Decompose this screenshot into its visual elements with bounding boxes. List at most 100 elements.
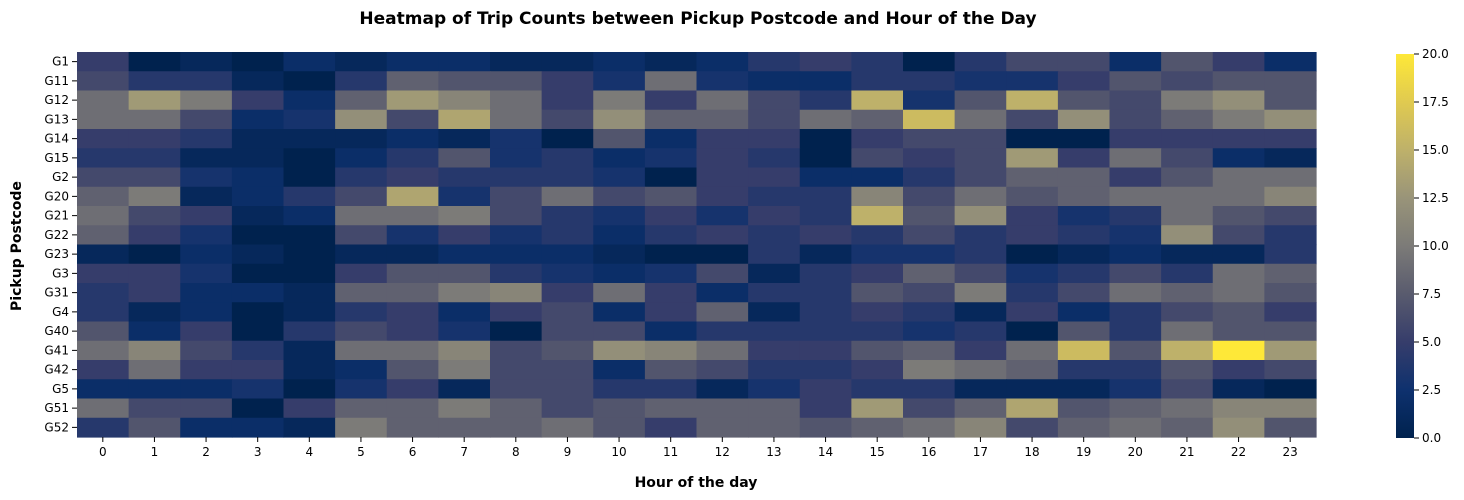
heatmap-cell xyxy=(128,244,181,265)
heatmap-cell xyxy=(1264,360,1317,380)
y-tick-label: G20 xyxy=(44,189,69,203)
heatmap-cell xyxy=(1264,52,1317,72)
heatmap-cell xyxy=(128,129,181,149)
heatmap-cell xyxy=(1057,52,1111,72)
heatmap-cell xyxy=(1006,417,1059,438)
colorbar-tick-label: 10.0 xyxy=(1422,239,1449,253)
heatmap-cell xyxy=(799,360,852,380)
heatmap-cell xyxy=(386,109,439,130)
heatmap-cell xyxy=(386,225,439,246)
heatmap-cell xyxy=(903,283,956,303)
y-tick-label: G15 xyxy=(44,151,69,165)
x-tick-label: 17 xyxy=(973,445,988,459)
heatmap-cell xyxy=(954,206,1007,226)
heatmap-cell xyxy=(231,417,285,438)
heatmap-cell xyxy=(851,90,904,111)
heatmap-cell xyxy=(490,167,543,188)
heatmap-cell xyxy=(77,206,130,226)
y-tick-label: G41 xyxy=(44,343,69,357)
heatmap-cell xyxy=(954,379,1007,400)
heatmap-cell xyxy=(490,109,543,130)
heatmap-cell xyxy=(1264,129,1317,149)
heatmap-cell xyxy=(438,167,491,188)
heatmap-cell xyxy=(283,283,336,303)
heatmap-cell xyxy=(1057,206,1111,226)
heatmap-cell xyxy=(335,52,388,72)
heatmap-cell xyxy=(541,148,594,169)
heatmap-cell xyxy=(490,263,543,284)
heatmap-cell xyxy=(541,167,594,188)
x-tick-label: 6 xyxy=(409,445,417,459)
heatmap-cell xyxy=(1006,360,1059,380)
heatmap-cell xyxy=(77,186,130,207)
heatmap-cell xyxy=(180,398,233,419)
heatmap-cell xyxy=(1006,283,1059,303)
heatmap-cell xyxy=(438,109,491,130)
heatmap-cell xyxy=(1212,417,1265,438)
heatmap-cell xyxy=(1109,263,1162,284)
heatmap-cell xyxy=(954,340,1007,361)
y-axis-label: Pickup Postcode xyxy=(9,181,25,311)
heatmap-cell xyxy=(128,302,181,323)
heatmap-cell xyxy=(1057,263,1111,284)
heatmap-cell xyxy=(1264,417,1317,438)
heatmap-cell xyxy=(180,340,233,361)
heatmap-cell xyxy=(541,398,594,419)
heatmap-cell xyxy=(1006,321,1059,342)
heatmap-cell xyxy=(1161,302,1214,323)
heatmap-cell xyxy=(696,379,749,400)
heatmap-cell xyxy=(490,302,543,323)
heatmap-cell xyxy=(1161,379,1214,400)
heatmap-cell xyxy=(644,206,698,226)
heatmap-cell xyxy=(438,90,491,111)
x-tick-label: 14 xyxy=(818,445,833,459)
heatmap-cell xyxy=(799,417,852,438)
heatmap-cell xyxy=(954,263,1007,284)
heatmap-cell xyxy=(180,71,233,92)
heatmap-cell xyxy=(1006,148,1059,169)
heatmap-cell xyxy=(1006,129,1059,149)
heatmap-cell xyxy=(903,379,956,400)
heatmap-cell xyxy=(1109,90,1162,111)
heatmap-cell xyxy=(438,52,491,72)
heatmap-cell xyxy=(593,129,646,149)
heatmap-cell xyxy=(696,398,749,419)
heatmap-cell xyxy=(180,129,233,149)
heatmap-cell xyxy=(335,302,388,323)
heatmap-cell xyxy=(335,340,388,361)
heatmap-cell xyxy=(593,244,646,265)
x-tick-label: 4 xyxy=(305,445,313,459)
heatmap-cell xyxy=(283,52,336,72)
heatmap-cell xyxy=(1161,398,1214,419)
heatmap-cell xyxy=(851,398,904,419)
heatmap-cell xyxy=(231,225,285,246)
heatmap-cell xyxy=(851,244,904,265)
x-tick-label: 22 xyxy=(1231,445,1246,459)
heatmap-cell xyxy=(799,52,852,72)
heatmap-cell xyxy=(954,129,1007,149)
y-tick-label: G4 xyxy=(52,305,69,319)
heatmap-cell xyxy=(231,71,285,92)
heatmap-cell xyxy=(490,321,543,342)
heatmap-cell xyxy=(438,379,491,400)
heatmap-cell xyxy=(1212,71,1265,92)
heatmap-cell xyxy=(954,302,1007,323)
y-tick-labels: G1 G11 G12 G13 G14 G15 G2 G20 G21 G22 G23 G3 G31 G4 G4… xyxy=(44,55,77,434)
heatmap-cell xyxy=(438,148,491,169)
heatmap-cell xyxy=(1212,52,1265,72)
heatmap-cell xyxy=(593,398,646,419)
heatmap-cell xyxy=(231,186,285,207)
heatmap-cell xyxy=(1057,129,1111,149)
heatmap-cell xyxy=(593,321,646,342)
heatmap-cell xyxy=(128,360,181,380)
heatmap-cell xyxy=(799,398,852,419)
heatmap-cell xyxy=(903,167,956,188)
heatmap-cell xyxy=(231,398,285,419)
heatmap-cell xyxy=(799,302,852,323)
heatmap-cell xyxy=(748,148,801,169)
heatmap-cell xyxy=(696,263,749,284)
heatmap-cell xyxy=(748,90,801,111)
heatmap-cell xyxy=(283,398,336,419)
heatmap-cell xyxy=(903,148,956,169)
y-tick-label: G42 xyxy=(44,363,69,377)
